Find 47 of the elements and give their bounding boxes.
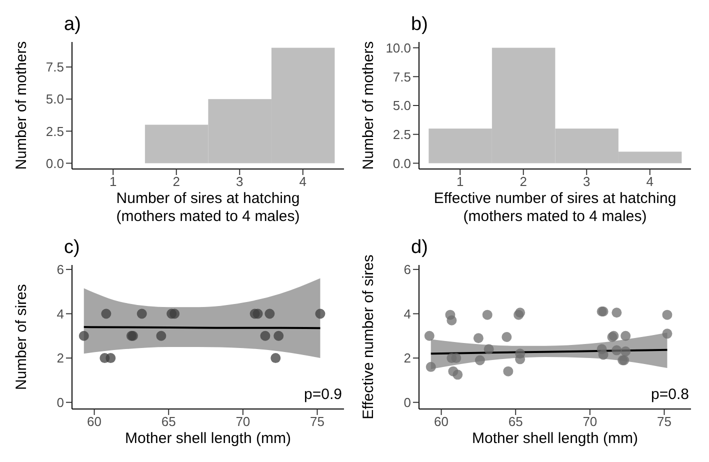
y-tick-label: 7.5 xyxy=(46,60,64,75)
x-tick-label: 2 xyxy=(520,174,527,190)
annotation: p=0.8 xyxy=(651,386,689,403)
chart-title: a) xyxy=(64,14,81,36)
y-tick-label: 0 xyxy=(404,394,411,410)
annotation: p=0.9 xyxy=(304,386,342,403)
x-tick-label: 65 xyxy=(508,414,523,430)
y-tick-label: 5.0 xyxy=(46,92,64,107)
x-tick-label: 2 xyxy=(172,174,180,190)
y-axis-title: Number of sires xyxy=(13,284,30,390)
x-tick-label: 1 xyxy=(456,174,464,190)
y-axis-title: Number of mothers xyxy=(13,41,30,170)
y-tick-label: 5.0 xyxy=(392,98,411,114)
y-tick-label: 6 xyxy=(404,262,411,278)
y-tick-label: 7.5 xyxy=(392,69,411,84)
x-tick-label: 60 xyxy=(434,414,449,430)
x-tick-label: 4 xyxy=(646,174,654,190)
x-tick-label: 65 xyxy=(161,414,176,430)
y-tick-label: 2 xyxy=(56,350,64,366)
y-tick-label: 2.5 xyxy=(392,126,411,142)
x-tick-label: 4 xyxy=(299,174,306,190)
x-tick-label: 1 xyxy=(110,174,117,190)
chart-title: c) xyxy=(64,237,80,259)
x-tick-label: 70 xyxy=(582,414,598,430)
y-tick-label: 10.0 xyxy=(386,40,411,56)
y-tick-label: 0.0 xyxy=(392,156,411,171)
y-tick-label: 2 xyxy=(404,350,411,366)
x-axis-title: Effective number of sires at hatching (mothers mated to 4 males) xyxy=(434,190,676,225)
x-axis-title: Mother shell length (mm) xyxy=(125,430,291,447)
y-axis-title: Number of mothers xyxy=(360,41,377,170)
x-axis-title: Number of sires at hatching (mothers mated to 4 males) xyxy=(116,190,300,225)
y-tick-label: 4 xyxy=(404,306,411,322)
x-tick-label: 3 xyxy=(236,174,244,190)
x-tick-label: 70 xyxy=(236,414,250,430)
x-tick-label: 75 xyxy=(657,414,672,430)
x-tick-label: 60 xyxy=(87,414,102,430)
x-tick-label: 3 xyxy=(583,174,590,190)
x-axis-title: Mother shell length (mm) xyxy=(472,430,638,447)
y-tick-label: 0.0 xyxy=(46,156,64,171)
chart-title: b) xyxy=(411,14,428,36)
chart-title: d) xyxy=(411,237,428,259)
y-tick-label: 4 xyxy=(56,306,64,322)
y-tick-label: 0 xyxy=(56,394,64,410)
y-tick-label: 6 xyxy=(56,262,64,278)
x-tick-label: 75 xyxy=(310,414,324,430)
y-tick-label: 2.5 xyxy=(46,124,64,139)
y-axis-title: Effective number of sires xyxy=(360,254,377,420)
